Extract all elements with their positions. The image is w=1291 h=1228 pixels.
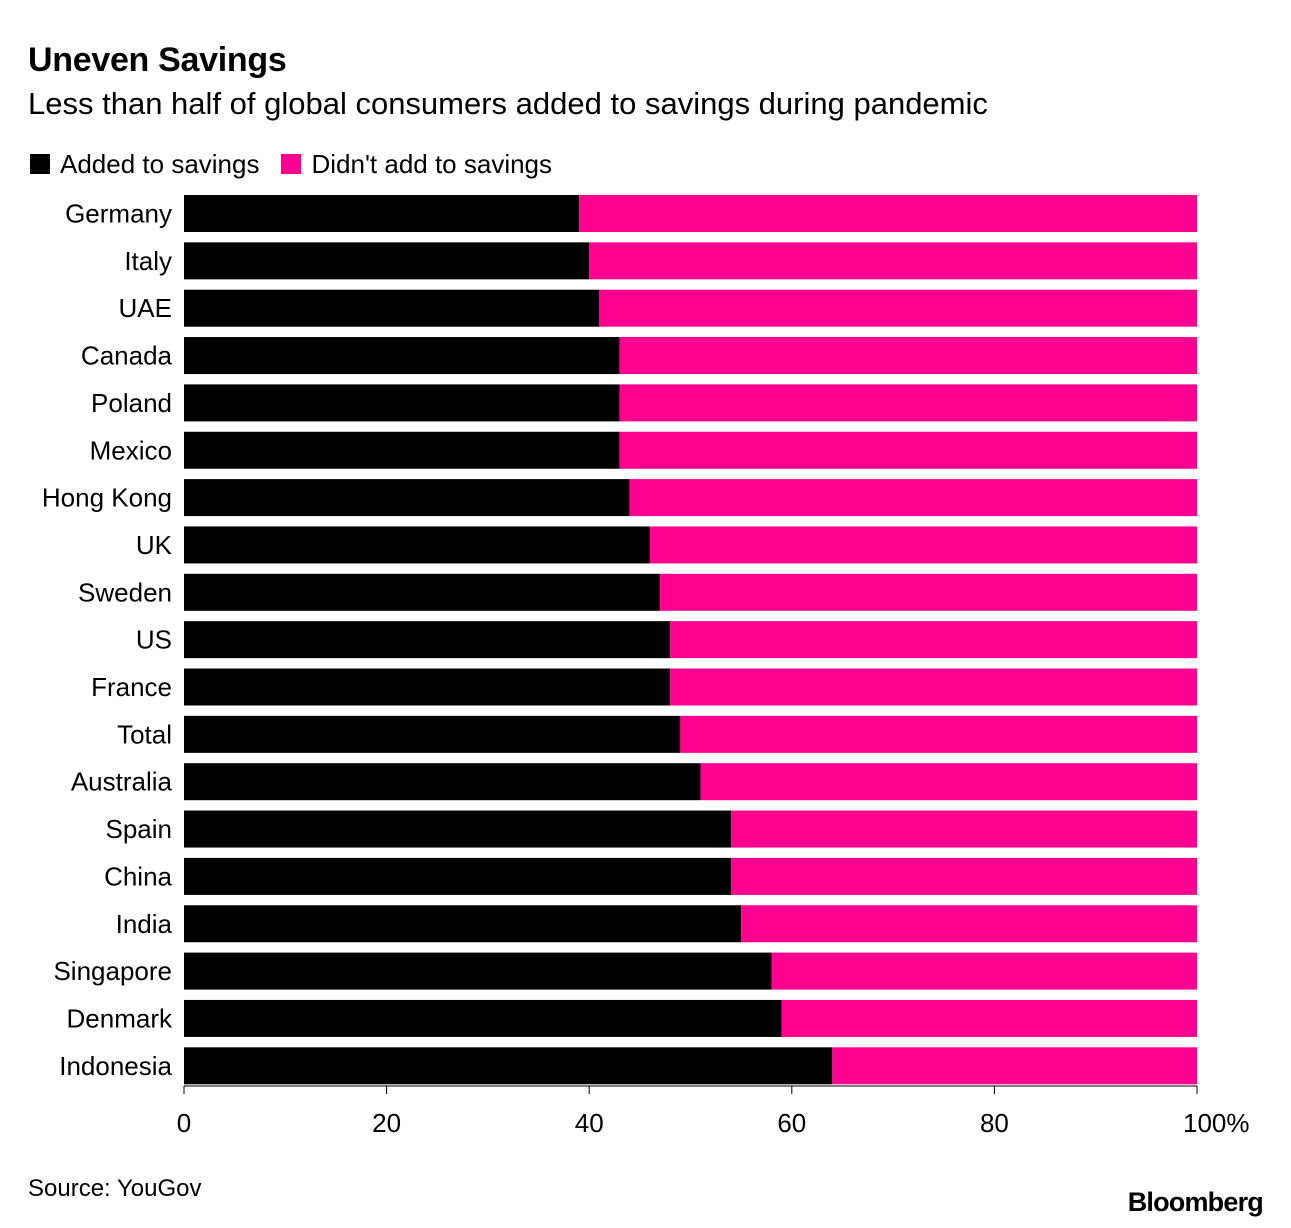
y-tick-label-canada: Canada xyxy=(81,341,173,371)
x-tick-label-3: 60 xyxy=(777,1108,806,1138)
y-tick-label-total: Total xyxy=(117,719,172,749)
bar-added-mexico xyxy=(184,431,620,469)
y-tick-label-india: India xyxy=(116,909,173,939)
legend-label-not-added: Didn't add to savings xyxy=(311,148,553,179)
x-tick-label-0: 0 xyxy=(177,1108,191,1138)
y-tick-label-us: US xyxy=(136,625,172,655)
y-tick-label-uae: UAE xyxy=(119,293,172,323)
bar-added-spain xyxy=(184,810,732,848)
bar-added-uae xyxy=(184,289,600,327)
bar-added-india xyxy=(184,905,742,943)
bar-not-added-hong-kong xyxy=(629,479,1197,517)
legend-swatch-added xyxy=(30,154,50,174)
y-tick-label-germany: Germany xyxy=(65,199,172,229)
y-tick-label-poland: Poland xyxy=(91,388,172,418)
y-tick-label-france: France xyxy=(91,672,172,702)
legend-label-added: Added to savings xyxy=(60,148,260,179)
bar-not-added-total xyxy=(680,715,1197,753)
y-tick-label-indonesia: Indonesia xyxy=(59,1051,172,1081)
bar-not-added-italy xyxy=(589,242,1197,280)
bar-not-added-singapore xyxy=(771,952,1197,990)
bar-added-us xyxy=(184,621,671,659)
y-tick-label-singapore: Singapore xyxy=(53,956,172,986)
chart-subtitle: Less than half of global consumers added… xyxy=(28,86,988,121)
bar-not-added-spain xyxy=(731,810,1197,848)
legend: Added to savings Didn't add to savings xyxy=(30,146,574,182)
bar-not-added-germany xyxy=(579,195,1197,232)
bar-added-australia xyxy=(184,763,701,801)
bar-added-uk xyxy=(184,526,650,564)
bar-not-added-france xyxy=(670,668,1197,706)
brand-logo: Bloomberg xyxy=(1127,1187,1264,1217)
bar-not-added-indonesia xyxy=(832,1047,1197,1085)
y-tick-label-sweden: Sweden xyxy=(78,577,172,607)
x-tick-label-1: 20 xyxy=(372,1108,401,1138)
legend-item-not-added: Didn't add to savings xyxy=(281,149,552,180)
legend-swatch-not-added xyxy=(281,154,302,174)
bar-added-italy xyxy=(184,242,590,280)
bar-not-added-china xyxy=(731,857,1197,895)
bar-not-added-india xyxy=(741,905,1197,943)
y-tick-label-hong-kong: Hong Kong xyxy=(42,483,172,513)
y-tick-label-spain: Spain xyxy=(106,814,173,844)
bar-not-added-sweden xyxy=(660,573,1197,611)
y-tick-label-australia: Australia xyxy=(71,767,173,797)
bar-added-germany xyxy=(184,195,580,232)
y-tick-label-italy: Italy xyxy=(124,246,172,276)
bar-added-singapore xyxy=(184,952,772,990)
bar-not-added-australia xyxy=(700,763,1197,801)
x-tick-label-2: 40 xyxy=(575,1108,604,1138)
bar-not-added-uk xyxy=(649,526,1197,564)
bar-not-added-poland xyxy=(619,384,1197,422)
bar-not-added-canada xyxy=(619,337,1197,375)
chart-title: Uneven Savings xyxy=(28,41,287,79)
y-tick-label-china: China xyxy=(104,861,172,891)
y-tick-label-denmark: Denmark xyxy=(67,1003,173,1033)
x-tick-label-4: 80 xyxy=(980,1108,1009,1138)
x-tick-label-5: 100% xyxy=(1183,1108,1250,1138)
bar-not-added-us xyxy=(670,621,1197,659)
bar-not-added-uae xyxy=(599,289,1197,327)
bar-added-total xyxy=(184,715,681,753)
bar-added-poland xyxy=(184,384,620,422)
bar-not-added-mexico xyxy=(619,431,1197,469)
bar-added-hong-kong xyxy=(184,479,630,517)
bar-added-denmark xyxy=(184,999,782,1037)
bar-not-added-denmark xyxy=(781,999,1197,1037)
bar-added-canada xyxy=(184,337,620,375)
bar-added-china xyxy=(184,857,732,895)
bar-added-indonesia xyxy=(184,1047,833,1085)
y-tick-label-mexico: Mexico xyxy=(90,435,172,465)
y-tick-label-uk: UK xyxy=(136,530,173,560)
legend-item-added: Added to savings xyxy=(30,149,259,180)
bar-added-france xyxy=(184,668,671,706)
source-note: Source: YouGov xyxy=(28,1175,202,1202)
bar-added-sweden xyxy=(184,573,661,611)
